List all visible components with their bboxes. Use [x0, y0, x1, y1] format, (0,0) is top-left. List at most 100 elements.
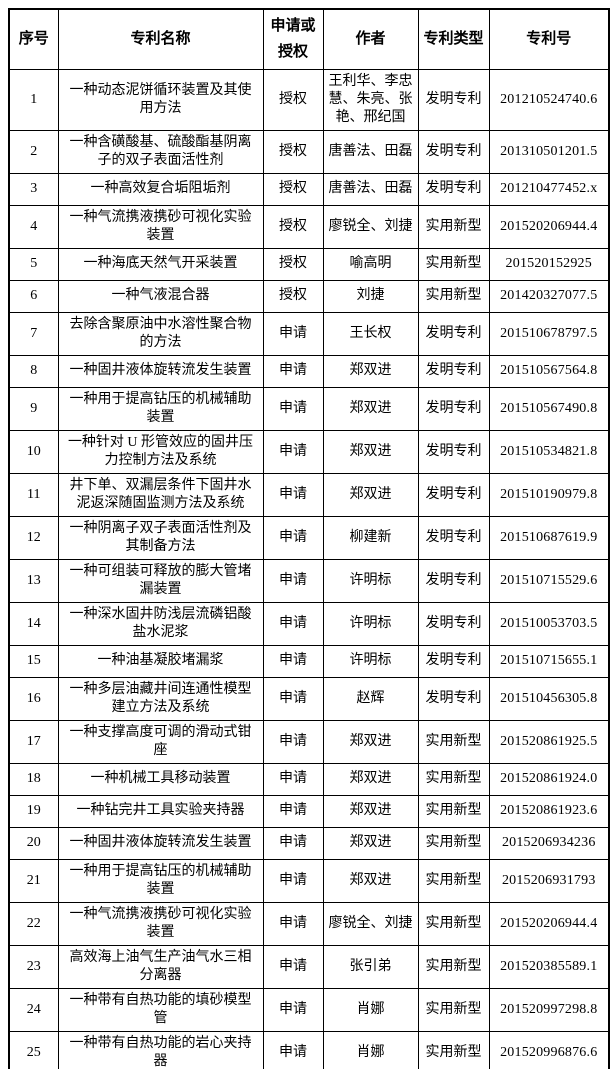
cell-no: 19	[8, 794, 59, 828]
cell-patent-number: 201510567490.8	[488, 386, 610, 431]
cell-status: 申请	[262, 794, 324, 828]
cell-no: 7	[8, 311, 59, 356]
cell-patent-number: 201510456305.8	[488, 676, 610, 721]
cell-status: 授权	[262, 247, 324, 281]
cell-status: 申请	[262, 515, 324, 560]
cell-authors: 喻高明	[322, 247, 419, 281]
cell-patent-type: 发明专利	[417, 386, 490, 431]
cell-status: 申请	[262, 354, 324, 388]
cell-patent-name: 一种气流携液携砂可视化实验装置	[57, 901, 264, 946]
cell-authors: 王利华、李忠慧、朱亮、张艳、邢纪国	[322, 68, 419, 131]
cell-patent-name: 一种机械工具移动装置	[57, 762, 264, 796]
cell-no: 12	[8, 515, 59, 560]
cell-patent-number: 201520206944.4	[488, 901, 610, 946]
cell-patent-number: 201510687619.9	[488, 515, 610, 560]
cell-authors: 郑双进	[322, 386, 419, 431]
cell-patent-type: 发明专利	[417, 354, 490, 388]
cell-patent-type: 发明专利	[417, 558, 490, 603]
cell-patent-name: 一种钻完井工具实验夹持器	[57, 794, 264, 828]
cell-status: 申请	[262, 944, 324, 989]
cell-no: 6	[8, 279, 59, 313]
table-row: 25 一种带有自热功能的岩心夹持器 申请 肖娜 实用新型 20152099687…	[8, 1030, 610, 1069]
cell-authors: 刘捷	[322, 279, 419, 313]
cell-no: 2	[8, 129, 59, 174]
table-row: 3 一种高效复合垢阻垢剂 授权 唐善法、田磊 发明专利 201210477452…	[8, 172, 610, 206]
cell-patent-type: 实用新型	[417, 204, 490, 249]
table-row: 19 一种钻完井工具实验夹持器 申请 郑双进 实用新型 201520861923…	[8, 794, 610, 828]
cell-patent-name: 一种油基凝胶堵漏浆	[57, 644, 264, 678]
cell-patent-type: 发明专利	[417, 601, 490, 646]
table-row: 14 一种深水固井防浅层流磷铝酸盐水泥浆 申请 许明标 发明专利 2015100…	[8, 601, 610, 646]
cell-patent-number: 201510534821.8	[488, 429, 610, 474]
cell-status: 授权	[262, 129, 324, 174]
cell-authors: 肖娜	[322, 1030, 419, 1069]
cell-status: 申请	[262, 762, 324, 796]
table-row: 12 一种阴离子双子表面活性剂及其制备方法 申请 柳建新 发明专利 201510…	[8, 515, 610, 560]
cell-patent-type: 实用新型	[417, 826, 490, 860]
cell-patent-type: 实用新型	[417, 1030, 490, 1069]
cell-patent-name: 一种含磺酸基、硫酸酯基阴离子的双子表面活性剂	[57, 129, 264, 174]
cell-no: 21	[8, 858, 59, 903]
cell-patent-type: 实用新型	[417, 794, 490, 828]
header-status: 申请或授权	[262, 8, 324, 70]
table-row: 4 一种气流携液携砂可视化实验装置 授权 廖锐全、刘捷 实用新型 2015202…	[8, 204, 610, 249]
cell-status: 申请	[262, 826, 324, 860]
cell-patent-name: 一种带有自热功能的岩心夹持器	[57, 1030, 264, 1069]
header-patent-type: 专利类型	[417, 8, 490, 70]
cell-patent-name: 一种海底天然气开采装置	[57, 247, 264, 281]
header-authors: 作者	[322, 8, 419, 70]
cell-status: 申请	[262, 987, 324, 1032]
cell-no: 4	[8, 204, 59, 249]
cell-patent-name: 一种带有自热功能的填砂模型管	[57, 987, 264, 1032]
cell-patent-name: 一种高效复合垢阻垢剂	[57, 172, 264, 206]
header-patent-number: 专利号	[488, 8, 610, 70]
header-row: 序号 专利名称 申请或授权 作者 专利类型 专利号	[8, 8, 610, 70]
cell-patent-type: 实用新型	[417, 987, 490, 1032]
cell-patent-number: 201520861925.5	[488, 719, 610, 764]
cell-status: 申请	[262, 472, 324, 517]
cell-authors: 赵辉	[322, 676, 419, 721]
table-body: 1 一种动态泥饼循环装置及其使用方法 授权 王利华、李忠慧、朱亮、张艳、邢纪国 …	[8, 68, 610, 1069]
cell-patent-number: 201510678797.5	[488, 311, 610, 356]
table-row: 7 去除含聚原油中水溶性聚合物的方法 申请 王长权 发明专利 201510678…	[8, 311, 610, 356]
cell-patent-number: 201510567564.8	[488, 354, 610, 388]
cell-patent-type: 实用新型	[417, 247, 490, 281]
cell-status: 授权	[262, 204, 324, 249]
cell-patent-type: 实用新型	[417, 279, 490, 313]
cell-patent-name: 一种固井液体旋转流发生装置	[57, 354, 264, 388]
cell-patent-name: 一种支撑高度可调的滑动式钳座	[57, 719, 264, 764]
cell-patent-number: 201520997298.8	[488, 987, 610, 1032]
cell-no: 16	[8, 676, 59, 721]
table-row: 1 一种动态泥饼循环装置及其使用方法 授权 王利华、李忠慧、朱亮、张艳、邢纪国 …	[8, 68, 610, 131]
cell-no: 1	[8, 68, 59, 131]
cell-patent-name: 一种多层油藏井间连通性模型建立方法及系统	[57, 676, 264, 721]
cell-authors: 王长权	[322, 311, 419, 356]
cell-patent-type: 发明专利	[417, 129, 490, 174]
cell-status: 授权	[262, 172, 324, 206]
cell-authors: 唐善法、田磊	[322, 129, 419, 174]
cell-authors: 郑双进	[322, 354, 419, 388]
cell-status: 申请	[262, 601, 324, 646]
patent-table: 序号 专利名称 申请或授权 作者 专利类型 专利号 1 一种动态泥饼循环装置及其…	[8, 8, 610, 1069]
cell-authors: 郑双进	[322, 472, 419, 517]
cell-patent-number: 201210524740.6	[488, 68, 610, 131]
cell-patent-type: 发明专利	[417, 515, 490, 560]
table-row: 15 一种油基凝胶堵漏浆 申请 许明标 发明专利 201510715655.1	[8, 644, 610, 678]
table-header: 序号 专利名称 申请或授权 作者 专利类型 专利号	[8, 8, 610, 70]
cell-patent-type: 实用新型	[417, 901, 490, 946]
cell-patent-name: 一种固井液体旋转流发生装置	[57, 826, 264, 860]
cell-no: 8	[8, 354, 59, 388]
cell-authors: 廖锐全、刘捷	[322, 901, 419, 946]
table-row: 22 一种气流携液携砂可视化实验装置 申请 廖锐全、刘捷 实用新型 201520…	[8, 901, 610, 946]
table-row: 5 一种海底天然气开采装置 授权 喻高明 实用新型 201520152925	[8, 247, 610, 281]
cell-status: 申请	[262, 429, 324, 474]
cell-patent-type: 发明专利	[417, 644, 490, 678]
cell-patent-number: 201310501201.5	[488, 129, 610, 174]
cell-patent-type: 实用新型	[417, 944, 490, 989]
cell-no: 10	[8, 429, 59, 474]
cell-status: 申请	[262, 644, 324, 678]
cell-status: 授权	[262, 279, 324, 313]
cell-authors: 唐善法、田磊	[322, 172, 419, 206]
cell-status: 授权	[262, 68, 324, 131]
